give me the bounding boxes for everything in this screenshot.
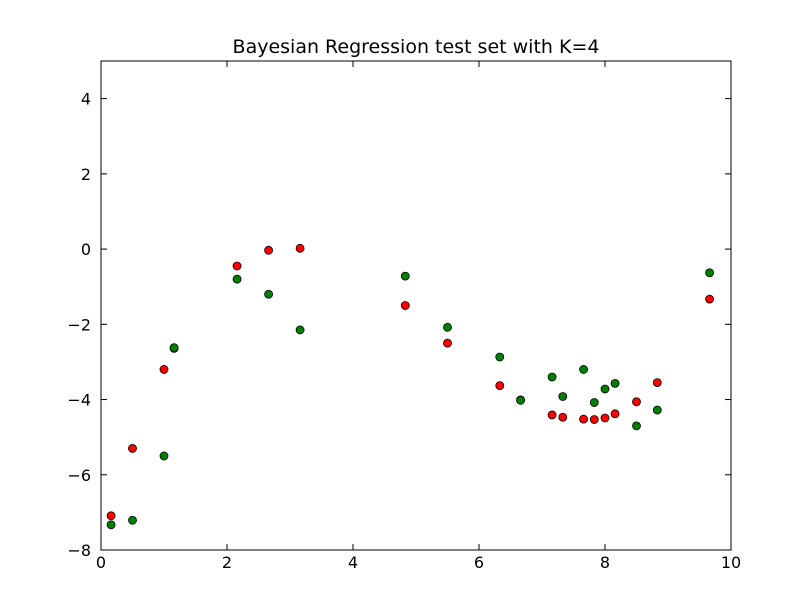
green-data-point <box>159 451 169 461</box>
green-data-point <box>443 322 452 332</box>
x-tick-label: 2 <box>222 553 232 572</box>
green-data-point <box>558 392 568 401</box>
green-data-point <box>516 395 525 405</box>
chart-title: Bayesian Regression test set with K=4 <box>233 36 600 58</box>
x-tick-label: 6 <box>474 553 484 572</box>
red-data-point <box>705 294 714 304</box>
plot-frame <box>100 60 732 551</box>
y-tick-label: 4 <box>81 90 91 109</box>
x-tick-label: 4 <box>348 553 358 572</box>
red-data-point <box>232 261 242 271</box>
green-data-point <box>600 384 610 394</box>
red-data-point <box>589 415 599 424</box>
y-tick-label: −2 <box>67 315 91 334</box>
data-points <box>106 243 714 530</box>
green-data-point <box>400 271 410 281</box>
y-tick-label: −6 <box>67 466 91 485</box>
green-data-point <box>106 520 116 530</box>
red-data-point <box>579 414 588 424</box>
green-data-point <box>169 343 179 353</box>
x-tick-label: 8 <box>600 553 610 572</box>
red-data-point <box>610 409 620 419</box>
red-data-point <box>600 413 610 423</box>
green-data-point <box>652 405 662 415</box>
red-data-point <box>264 245 273 255</box>
green-data-point <box>128 515 137 525</box>
red-data-point <box>400 301 410 310</box>
x-tick-label: 0 <box>96 553 106 572</box>
green-data-point <box>232 274 242 284</box>
green-data-point <box>632 421 641 431</box>
red-data-point <box>495 381 505 391</box>
red-data-point <box>558 412 568 422</box>
red-data-point <box>128 444 137 453</box>
green-data-point <box>295 325 305 335</box>
green-data-point <box>579 365 588 374</box>
y-tick-label: −8 <box>67 541 91 560</box>
red-data-point <box>547 410 557 420</box>
red-data-point <box>159 365 169 374</box>
red-data-point <box>106 511 116 521</box>
red-data-point <box>443 338 452 348</box>
green-data-point <box>705 268 714 278</box>
green-data-point <box>264 289 273 299</box>
red-data-point <box>632 397 641 407</box>
y-tick-label: −4 <box>67 391 91 410</box>
axis-ticks: 0 2 4 6 8 10 −8 −6 −4 −2 0 2 4 <box>67 61 741 572</box>
y-tick-label: 0 <box>81 240 91 259</box>
red-data-point <box>652 378 662 388</box>
y-tick-label: 2 <box>81 165 91 184</box>
green-data-point <box>547 372 557 382</box>
x-tick-label: 10 <box>721 553 741 572</box>
green-data-point <box>589 398 599 407</box>
red-data-point <box>295 243 305 253</box>
green-data-point <box>495 352 505 362</box>
green-data-point <box>610 378 620 388</box>
